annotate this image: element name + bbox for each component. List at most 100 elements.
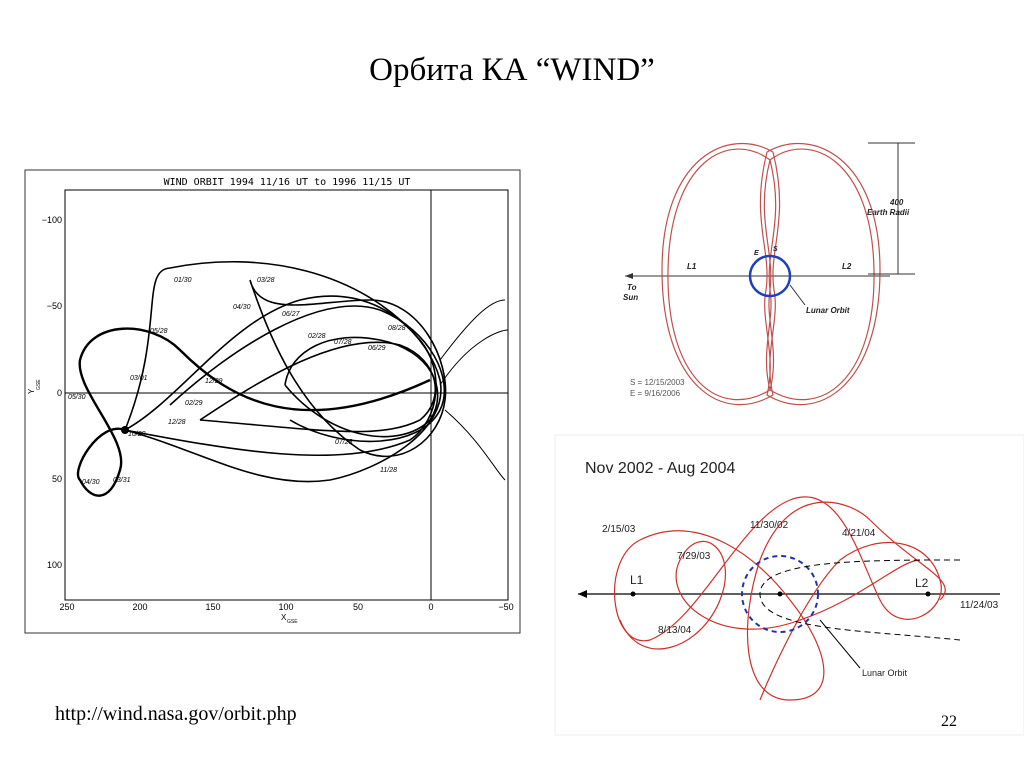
orbit-track xyxy=(124,295,442,483)
legend-e: E = 9/16/2006 xyxy=(630,389,681,398)
orbit-track xyxy=(249,279,447,458)
figure-frame xyxy=(554,434,1024,736)
date-label: 4/21/04 xyxy=(842,528,876,539)
date-label: 11/28 xyxy=(380,467,397,474)
y-tick-label: 100 xyxy=(47,560,62,570)
date-label: 08/28 xyxy=(388,325,406,332)
orbit-tracks xyxy=(76,260,509,497)
pointer-line xyxy=(819,619,861,669)
y-axis-label: Y xyxy=(27,388,36,394)
e-label: E xyxy=(754,250,759,257)
x-axis-label-sub: GSE xyxy=(287,619,298,625)
l2-label: L2 xyxy=(842,262,852,271)
date-label: 01/30 xyxy=(174,277,192,284)
date-label: 03/31 xyxy=(113,477,131,484)
trajectory-loop xyxy=(639,501,946,701)
orbit-loop xyxy=(667,148,777,401)
l1-label: L1 xyxy=(630,573,644,587)
figure-title: WIND ORBIT 1994 11/16 UT to 1996 11/15 U… xyxy=(164,177,411,188)
trajectory xyxy=(613,496,946,701)
x-tick-label: 100 xyxy=(278,602,293,612)
date-label: 12/29 xyxy=(205,378,223,385)
y-tick-label: 0 xyxy=(57,388,62,398)
date-label: 07/28 xyxy=(335,439,353,446)
orbit-track xyxy=(439,299,509,481)
slide-title: Орбита КА “WIND” xyxy=(369,52,655,88)
y-tick-labels: −100 −50 0 50 100 xyxy=(42,215,62,570)
earth-marker xyxy=(121,426,129,434)
plot-frame xyxy=(64,189,509,601)
x-tick-label: −50 xyxy=(498,602,513,612)
x-tick-label: 250 xyxy=(59,602,74,612)
x-tick-label: 50 xyxy=(353,602,363,612)
reference-curve xyxy=(759,559,961,641)
date-label: 02/28 xyxy=(308,333,326,340)
legend-s: S = 12/15/2003 xyxy=(630,378,685,387)
arrow-head xyxy=(578,590,587,598)
date-label: 11/24/03 xyxy=(960,600,999,611)
date-label: 04/30 xyxy=(82,479,100,486)
date-label: 11/30/02 xyxy=(750,520,789,531)
date-labels: 2/15/03 7/29/03 11/30/02 4/21/04 11/24/0… xyxy=(602,520,999,678)
date-label: 06/29 xyxy=(368,345,386,352)
date-label: 10/28 xyxy=(128,431,146,438)
to-sun-label: Sun xyxy=(623,293,638,302)
date-label: 05/28 xyxy=(150,328,168,335)
date-labels: 01/30 03/28 04/30 06/27 05/28 08/28 07/2… xyxy=(68,277,406,486)
y-tick-label: −100 xyxy=(42,215,62,225)
x-tick-label: 150 xyxy=(205,602,220,612)
orbit-track xyxy=(284,336,439,438)
arrow-head xyxy=(625,273,633,279)
labels: 400 Earth Radii L1 L2 To Sun Lunar Orbit… xyxy=(623,198,910,315)
date-label: 8/13/04 xyxy=(658,625,692,636)
date-label: 06/27 xyxy=(282,311,301,318)
halo-orbit xyxy=(661,143,881,406)
date-label: 04/30 xyxy=(233,304,251,311)
l1-label: L1 xyxy=(687,262,697,271)
figure-halo-orbit: 400 Earth Radii L1 L2 To Sun Lunar Orbit… xyxy=(623,142,915,406)
l2-point xyxy=(925,591,931,597)
figure-trajectory: Nov 2002 - Aug 2004 2/15/03 7/29/03 11/3… xyxy=(554,434,1024,736)
x-tick-label: 200 xyxy=(132,602,147,612)
trajectory-loop xyxy=(619,540,921,650)
lunar-orbit xyxy=(748,254,792,298)
lunar-orbit xyxy=(741,555,819,633)
earth-point xyxy=(777,591,783,597)
figure-title: Nov 2002 - Aug 2004 xyxy=(585,460,735,477)
height-label: 400 xyxy=(889,198,904,207)
date-label: 2/15/03 xyxy=(602,524,636,535)
lunar-orbit-label: Lunar Orbit xyxy=(862,668,908,678)
date-label: 07/28 xyxy=(334,339,352,346)
y-tick-label: −50 xyxy=(47,301,62,311)
height-unit: Earth Radii xyxy=(867,208,910,217)
pointer-line xyxy=(789,284,806,306)
date-label: 03/01 xyxy=(130,375,148,382)
date-label: 7/29/03 xyxy=(677,551,711,562)
orbit-track xyxy=(169,305,446,443)
x-tick-label: 0 xyxy=(428,602,433,612)
figure-wind-orbit: WIND ORBIT 1994 11/16 UT to 1996 11/15 U… xyxy=(24,169,521,634)
orbit-track xyxy=(76,327,431,497)
date-label: 12/28 xyxy=(168,419,186,426)
date-label: 05/30 xyxy=(68,394,86,401)
to-sun-label: To xyxy=(627,283,637,292)
orbit-loop xyxy=(661,143,781,406)
date-label: 02/29 xyxy=(185,400,203,407)
source-url: http://wind.nasa.gov/orbit.php xyxy=(55,703,297,725)
page-number: 22 xyxy=(941,713,957,730)
lunar-orbit-label: Lunar Orbit xyxy=(806,306,850,315)
figure-frame xyxy=(24,169,521,634)
x-axis-label: X xyxy=(281,613,287,622)
orbit-loop xyxy=(759,143,881,406)
orbit-loop xyxy=(763,148,875,401)
date-label: 03/28 xyxy=(257,277,275,284)
trajectory-loop xyxy=(613,496,942,701)
l1-point xyxy=(630,591,636,597)
y-axis-label-sub: GSE xyxy=(36,379,42,390)
x-tick-labels: 250 200 150 100 50 0 −50 xyxy=(59,602,513,612)
orbit-track xyxy=(199,341,436,433)
l2-label: L2 xyxy=(915,576,929,590)
y-tick-label: 50 xyxy=(52,474,62,484)
